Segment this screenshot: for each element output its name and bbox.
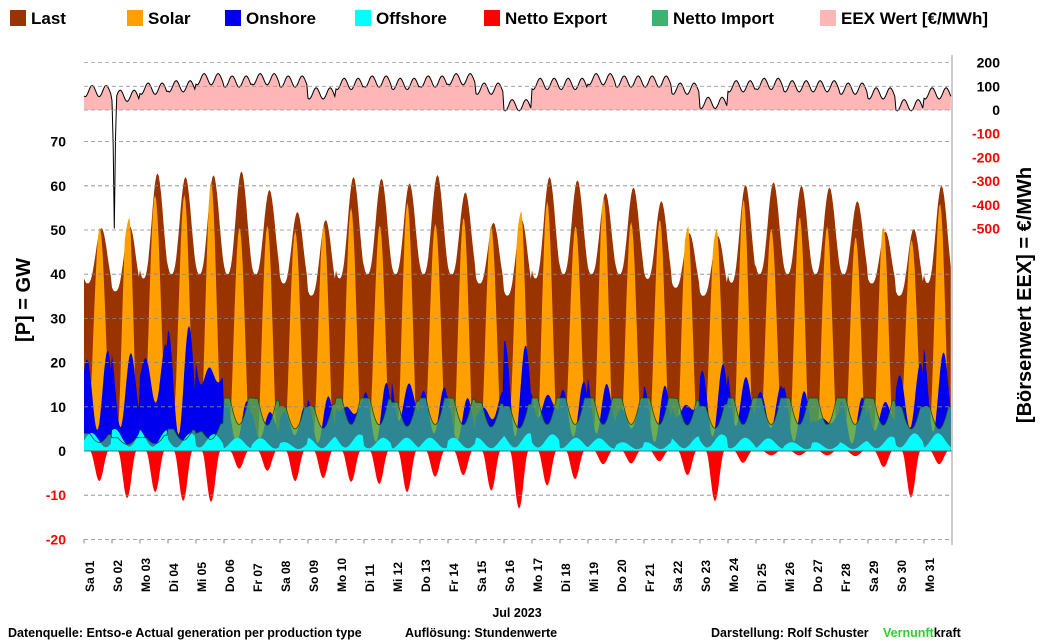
y-right-tick-label: 100 xyxy=(977,78,1001,94)
y-right-tick-label: 200 xyxy=(977,55,1001,71)
power-plot-area xyxy=(83,171,951,509)
x-tick-label: Sa 01 xyxy=(83,560,97,592)
x-tick-label: Di 18 xyxy=(559,563,573,592)
x-tick-label: Mi 12 xyxy=(391,562,405,592)
x-axis-month-label: Jul 2023 xyxy=(492,606,541,620)
legend-item: Netto Export xyxy=(484,9,607,28)
legend-swatch xyxy=(127,10,143,26)
footer-brand: Vernunftkraft xyxy=(883,626,962,640)
legend-label: Onshore xyxy=(246,9,316,28)
legend-item: Netto Import xyxy=(652,9,774,28)
x-tick-label: Mo 31 xyxy=(923,558,937,592)
y-right-tick-label: -100 xyxy=(972,126,1000,142)
series-netto-export-area xyxy=(84,451,951,509)
series-offshore-area xyxy=(84,428,951,451)
y-tick-label: 20 xyxy=(50,355,66,371)
series-netto-import-area xyxy=(84,398,951,451)
y-axis-title: [P] = GW xyxy=(13,258,35,342)
y-right-tick-label: -500 xyxy=(972,221,1000,237)
legend-label: Last xyxy=(31,9,66,28)
x-tick-label: So 30 xyxy=(895,560,909,592)
y-tick-label: -10 xyxy=(46,487,66,503)
x-tick-label: Do 06 xyxy=(223,559,237,592)
gridlines xyxy=(84,55,953,545)
y-tick-label: 40 xyxy=(50,266,66,282)
footer-brand-black: kraft xyxy=(934,626,962,640)
y-tick-label: 0 xyxy=(58,443,66,459)
legend-label: Solar xyxy=(148,9,191,28)
series-netto-import-line xyxy=(83,397,951,445)
x-tick-label: Mi 26 xyxy=(783,562,797,592)
x-tick-label: Sa 29 xyxy=(867,560,881,592)
legend-label: EEX Wert [€/MWh] xyxy=(841,9,988,28)
y-tick-label: 60 xyxy=(50,178,66,194)
x-tick-label: Di 04 xyxy=(167,563,181,592)
series-solar-area xyxy=(84,181,951,451)
y-right-tick-label: 0 xyxy=(992,102,1000,118)
legend-label: Netto Import xyxy=(673,9,774,28)
y-tick-label: 10 xyxy=(50,399,66,415)
x-tick-label: So 09 xyxy=(307,560,321,592)
x-tick-label: Sa 22 xyxy=(671,560,685,592)
x-tick-label: Mo 17 xyxy=(531,558,545,592)
x-tick-label: So 16 xyxy=(503,560,517,592)
x-tick-label: Do 27 xyxy=(811,559,825,592)
x-tick-label: So 23 xyxy=(699,560,713,592)
legend-item: EEX Wert [€/MWh] xyxy=(820,9,988,28)
footer-resolution: Auflösung: Stundenwerte xyxy=(405,626,557,640)
legend-swatch xyxy=(484,10,500,26)
chart-legend: Last Solar Onshore Offshore Netto Export Nett… xyxy=(10,9,988,28)
legend-item: Offshore xyxy=(355,9,447,28)
footer-brand-green: Vernunft xyxy=(883,626,935,640)
x-tick-label: Mo 10 xyxy=(335,558,349,592)
legend-swatch xyxy=(820,10,836,26)
x-axis: Sa 01 So 02 Mo 03 Di 04 Mi 05 Do 06 Fr 07 Sa 08… xyxy=(83,539,937,592)
x-tick-label: Di 25 xyxy=(755,563,769,592)
legend-label: Offshore xyxy=(376,9,447,28)
footer-source: Datenquelle: Entso-e Actual generation p… xyxy=(8,626,362,640)
y-tick-label: 30 xyxy=(50,310,66,326)
x-tick-label: Sa 08 xyxy=(279,560,293,592)
x-tick-label: Mi 19 xyxy=(587,562,601,592)
x-tick-label: Mo 24 xyxy=(727,558,741,592)
x-tick-label: So 02 xyxy=(111,560,125,592)
x-tick-label: Fr 28 xyxy=(839,563,853,592)
y-right-tick-label: -400 xyxy=(972,197,1000,213)
legend-item: Last xyxy=(10,9,66,28)
y-axis-right-title: [Börsenwert EEX] = €/MWh xyxy=(1014,167,1036,423)
legend-swatch xyxy=(10,10,26,26)
x-tick-label: Do 13 xyxy=(419,559,433,592)
legend-item: Onshore xyxy=(225,9,316,28)
x-tick-label: Sa 15 xyxy=(475,560,489,592)
y-tick-label: -20 xyxy=(46,531,66,547)
legend-swatch xyxy=(355,10,371,26)
x-tick-label: Fr 07 xyxy=(251,563,265,592)
x-tick-label: Mi 05 xyxy=(195,562,209,592)
y-right-tick-label: -300 xyxy=(972,173,1000,189)
y-right-tick-label: -200 xyxy=(972,149,1000,165)
legend-swatch xyxy=(652,10,668,26)
legend-label: Netto Export xyxy=(505,9,607,28)
legend-swatch xyxy=(225,10,241,26)
footer-author: Darstellung: Rolf Schuster xyxy=(711,626,869,640)
eex-price-panel xyxy=(83,72,952,229)
eex-price-line xyxy=(83,72,952,229)
eex-price-area xyxy=(84,73,951,110)
right-y-axis: 200 100 0 -100 -200 -300 -400 -500 xyxy=(972,55,1000,237)
legend-item: Solar xyxy=(127,9,191,28)
x-tick-label: Di 11 xyxy=(363,564,377,592)
y-tick-label: 70 xyxy=(50,134,66,150)
x-tick-label: Do 20 xyxy=(615,559,629,592)
x-tick-label: Mo 03 xyxy=(139,558,153,592)
x-tick-label: Fr 14 xyxy=(447,563,461,592)
x-tick-label: Fr 21 xyxy=(643,563,657,592)
left-y-axis: 70 60 50 40 30 20 10 0 -10 -20 xyxy=(46,134,66,548)
y-tick-label: 50 xyxy=(50,222,66,238)
